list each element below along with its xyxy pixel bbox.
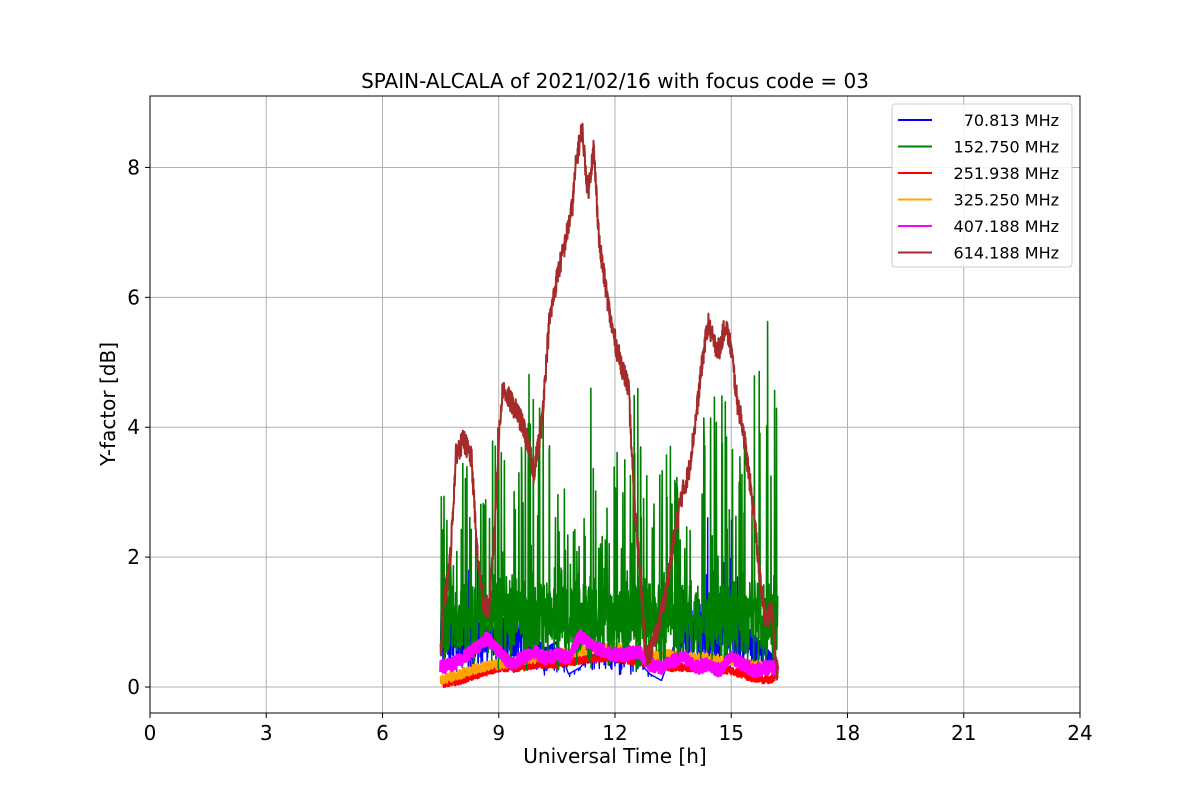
x-axis: 0 3 6 9 12 15 18 21 24	[144, 713, 1093, 745]
x-tick-label: 15	[719, 721, 744, 745]
y-axis-label: Y-factor [dB]	[96, 342, 120, 467]
x-tick-label: 12	[602, 721, 627, 745]
legend: 70.813 MHz 152.750 MHz 251.938 MHz 325.250 …	[891, 103, 1073, 268]
x-tick-label: 6	[376, 721, 389, 745]
legend-label: 70.813 MHz	[959, 111, 1059, 130]
plot-area	[439, 122, 780, 689]
y-tick-label: 8	[127, 155, 140, 179]
x-tick-label: 9	[492, 721, 505, 745]
y-tick-label: 4	[127, 415, 140, 439]
legend-label: 251.938 MHz	[954, 164, 1059, 183]
legend-label: 614.188 MHz	[954, 244, 1059, 263]
legend-frame	[891, 103, 1073, 268]
legend-label: 407.188 MHz	[954, 217, 1059, 236]
series-line	[439, 122, 779, 681]
x-tick-label: 3	[260, 721, 273, 745]
legend-label: 152.750 MHz	[954, 138, 1059, 157]
y-tick-label: 2	[127, 545, 140, 569]
x-tick-label: 24	[1067, 721, 1092, 745]
y-tick-label: 0	[127, 675, 140, 699]
y-tick-label: 6	[127, 285, 140, 309]
y-axis: 0 2 4 6 8	[127, 155, 150, 699]
x-tick-label: 21	[951, 721, 976, 745]
chart-title: SPAIN-ALCALA of 2021/02/16 with focus co…	[361, 69, 869, 93]
x-tick-label: 0	[144, 721, 157, 745]
x-axis-label: Universal Time [h]	[523, 744, 706, 768]
series-line	[439, 320, 779, 673]
series-line	[439, 628, 780, 679]
legend-label: 325.250 MHz	[954, 191, 1059, 210]
x-tick-label: 18	[835, 721, 860, 745]
